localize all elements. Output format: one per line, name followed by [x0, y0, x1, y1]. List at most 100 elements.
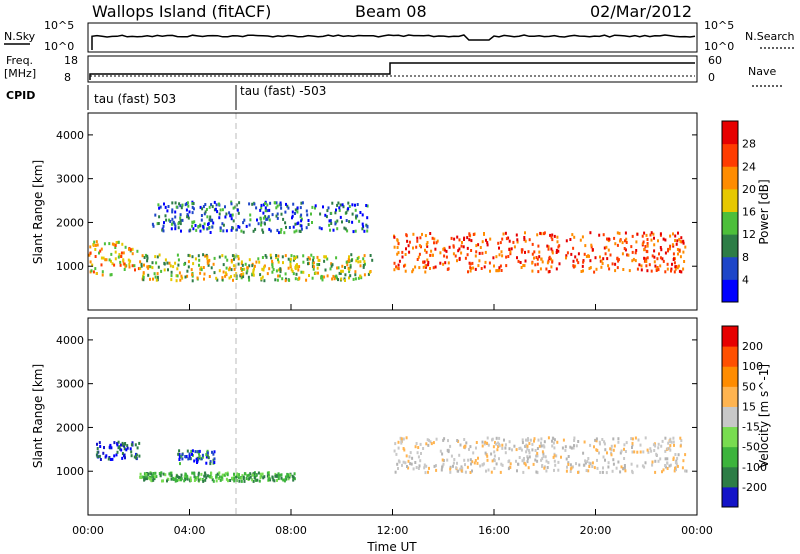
range-cell — [143, 256, 146, 259]
range-cell — [356, 203, 359, 206]
range-cell — [455, 466, 458, 470]
range-cell — [318, 259, 321, 262]
range-cell — [654, 470, 657, 474]
range-cell — [669, 247, 671, 251]
range-cell — [606, 257, 609, 261]
range-cell — [206, 454, 209, 458]
range-cell — [547, 461, 550, 465]
range-cell — [100, 256, 103, 260]
range-cell — [149, 265, 152, 269]
range-cell — [134, 268, 136, 272]
range-cell — [577, 440, 580, 443]
range-cell — [472, 233, 475, 236]
range-cell — [200, 472, 203, 476]
range-cell — [528, 455, 531, 459]
range-cell — [408, 455, 411, 459]
range-cell — [672, 258, 675, 261]
range-cell — [397, 267, 400, 271]
range-cell — [666, 447, 669, 451]
range-cell — [347, 207, 350, 211]
range-cell — [524, 250, 526, 254]
range-cell — [393, 449, 396, 453]
range-cell — [653, 236, 655, 240]
range-cell — [199, 229, 202, 233]
range-cell — [295, 229, 298, 233]
range-cell — [516, 240, 519, 244]
range-cell — [614, 262, 617, 266]
nave-tick-bottom: 0 — [708, 71, 715, 84]
range-cell — [222, 263, 225, 267]
range-cell — [189, 228, 192, 232]
range-cell — [397, 446, 400, 450]
range-cell — [648, 263, 651, 267]
range-cell — [443, 248, 446, 252]
range-cell — [213, 200, 216, 204]
range-cell — [114, 243, 117, 247]
range-cell — [246, 266, 249, 270]
range-cell — [116, 450, 119, 454]
range-cell — [533, 437, 536, 441]
range-cell — [633, 450, 636, 454]
range-cell — [677, 252, 679, 256]
range-cell — [474, 267, 477, 271]
range-cell — [482, 462, 485, 466]
range-cell — [305, 226, 308, 230]
range-cell — [579, 238, 582, 242]
range-cell — [613, 444, 616, 448]
range-cell — [603, 246, 606, 250]
range-cell — [294, 277, 297, 281]
range-cell — [427, 443, 430, 447]
range-cell — [107, 457, 110, 461]
range-cell — [569, 445, 572, 449]
range-cell — [584, 459, 587, 463]
range-cell — [147, 273, 150, 277]
range-cell — [103, 446, 105, 449]
range-cell — [569, 470, 572, 473]
range-cell — [477, 264, 480, 268]
range-cell — [220, 475, 223, 479]
range-cell — [533, 250, 536, 254]
range-cell — [540, 437, 543, 441]
range-cell — [653, 249, 656, 253]
range-cell — [350, 253, 353, 257]
range-cell — [367, 272, 370, 276]
range-cell — [293, 472, 296, 476]
range-cell — [551, 238, 554, 242]
range-cell — [198, 454, 201, 458]
range-cell — [672, 252, 675, 256]
range-cell — [230, 275, 232, 279]
range-cell — [161, 479, 163, 483]
range-cell — [485, 469, 487, 473]
range-cell — [102, 256, 105, 260]
range-cell — [153, 477, 156, 481]
range-cell — [292, 478, 295, 482]
range-cell — [89, 251, 92, 255]
range-cell — [357, 276, 360, 280]
range-cell — [627, 253, 630, 257]
range-cell — [674, 267, 677, 271]
range-cell — [526, 444, 529, 448]
range-cell — [213, 461, 216, 464]
range-cell — [276, 204, 279, 208]
range-cell — [208, 275, 211, 278]
range-cell — [475, 446, 477, 450]
range-cell — [555, 251, 558, 254]
range-cell — [565, 254, 568, 258]
range-cell — [312, 261, 315, 265]
range-cell — [588, 267, 591, 270]
range-cell — [277, 254, 280, 258]
range-cell — [123, 262, 126, 266]
range-cell — [266, 272, 269, 276]
nave-label: Nave — [748, 65, 776, 78]
range-cell — [263, 265, 266, 269]
range-cell — [571, 465, 574, 469]
range-cell — [666, 262, 669, 266]
range-cell — [630, 437, 633, 441]
range-cell — [547, 259, 550, 263]
range-cell — [362, 225, 365, 229]
range-cell — [232, 206, 235, 210]
range-cell — [175, 274, 178, 278]
range-cell — [565, 457, 568, 461]
range-cell — [541, 450, 544, 454]
range-cell — [630, 245, 633, 249]
